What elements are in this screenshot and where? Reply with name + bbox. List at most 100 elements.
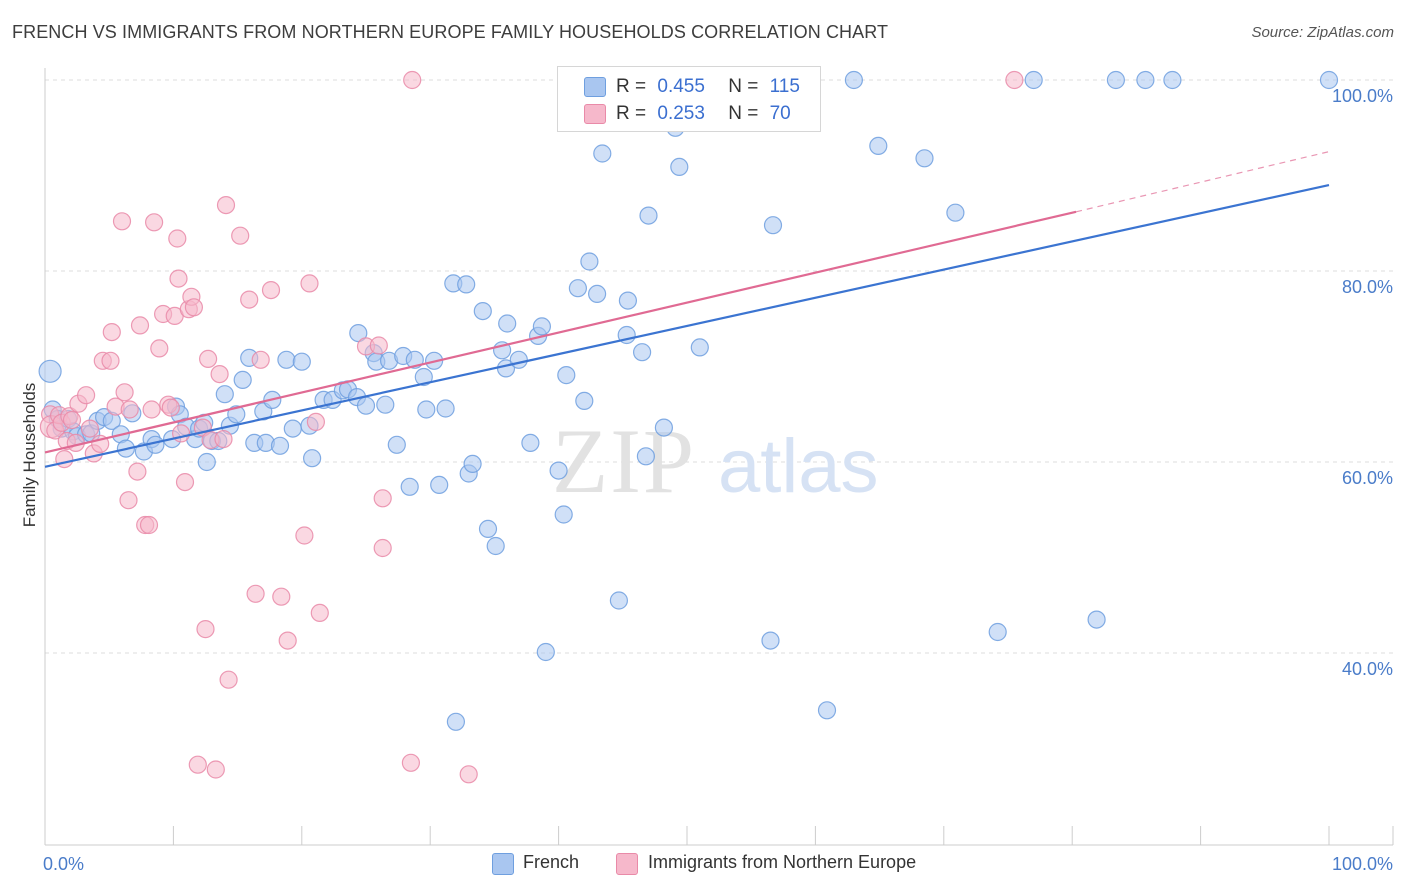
immig-point bbox=[251, 350, 270, 369]
chart-title: FRENCH VS IMMIGRANTS FROM NORTHERN EUROP… bbox=[12, 22, 889, 42]
immig-point bbox=[172, 424, 191, 443]
french-point bbox=[580, 252, 599, 271]
french-point bbox=[636, 447, 656, 466]
immig-point bbox=[295, 526, 314, 545]
immig-point bbox=[214, 430, 233, 449]
immig-point bbox=[184, 298, 203, 317]
watermark-atlas: atlas bbox=[718, 424, 879, 509]
immig-point bbox=[101, 351, 120, 370]
legend-row-french: R = 0.455 N = 115 bbox=[616, 76, 800, 98]
french-point bbox=[400, 477, 419, 496]
immig-point bbox=[369, 336, 388, 355]
immig-point bbox=[219, 670, 238, 689]
french-point bbox=[356, 396, 376, 415]
french-point bbox=[376, 395, 395, 414]
legend-r-label: R = bbox=[616, 76, 647, 97]
immig-point bbox=[150, 339, 169, 358]
immig-point bbox=[278, 631, 297, 650]
french-trend-line bbox=[44, 183, 1330, 468]
french-point bbox=[632, 343, 652, 362]
immig-point bbox=[120, 400, 139, 419]
immig-point bbox=[272, 587, 291, 606]
french-point bbox=[587, 284, 607, 303]
zipatlas-watermark: ZIP atlas bbox=[552, 410, 879, 512]
immig-point bbox=[80, 419, 100, 438]
french-point bbox=[521, 433, 540, 452]
french-point bbox=[283, 419, 302, 438]
y-tick-label: 40.0% bbox=[1342, 659, 1393, 679]
french-point bbox=[436, 399, 455, 418]
french-point bbox=[233, 370, 252, 389]
legend-r-value: 0.455 bbox=[657, 76, 705, 97]
immig-point bbox=[188, 755, 207, 774]
french-point bbox=[869, 136, 888, 155]
french-point bbox=[639, 206, 658, 225]
french-point bbox=[844, 70, 864, 90]
immig-point bbox=[145, 213, 164, 232]
immig-point bbox=[206, 760, 225, 779]
immig-point bbox=[55, 450, 74, 469]
axis-layer: 40.0% 60.0% 80.0% 100.0% 0.0% 100.0% bbox=[43, 68, 1394, 874]
french-point bbox=[215, 385, 234, 404]
bottom-legend-french: French bbox=[523, 852, 580, 872]
immig-point bbox=[130, 316, 150, 335]
chart-source: Source: ZipAtlas.com bbox=[1251, 24, 1394, 41]
legend-r-label: R = bbox=[616, 103, 647, 124]
french-point bbox=[446, 712, 465, 731]
immig-point bbox=[306, 412, 325, 431]
immig-point bbox=[1005, 70, 1024, 90]
bottom-legend-swatch-immig bbox=[616, 853, 638, 875]
immig-point bbox=[169, 269, 188, 288]
legend-n-label: N = bbox=[728, 76, 759, 97]
x-tick-label-max: 100.0% bbox=[1332, 854, 1393, 874]
french-point bbox=[568, 279, 588, 298]
immig-trend-line bbox=[44, 210, 1077, 454]
immig-point bbox=[112, 212, 132, 231]
french-point bbox=[1163, 70, 1182, 90]
french-point bbox=[38, 359, 62, 383]
immig-point bbox=[115, 383, 134, 402]
french-point bbox=[498, 314, 517, 333]
immig-trend-extension bbox=[1075, 151, 1330, 213]
immig-point bbox=[231, 226, 250, 245]
french-point bbox=[618, 291, 638, 310]
french-point bbox=[457, 275, 476, 294]
legend-n-value: 115 bbox=[769, 76, 800, 97]
trend-layer bbox=[44, 151, 1330, 468]
immig-point bbox=[373, 489, 392, 508]
legend-n-label: N = bbox=[728, 103, 759, 124]
immig-point bbox=[310, 603, 329, 623]
french-point bbox=[473, 302, 492, 321]
french-point bbox=[303, 449, 322, 468]
bottom-legend-swatch-french bbox=[492, 853, 514, 875]
y-tick-label: 60.0% bbox=[1342, 468, 1393, 488]
immig-point bbox=[240, 290, 259, 309]
immig-point bbox=[175, 473, 195, 492]
french-point bbox=[430, 475, 449, 494]
x-tick-label-min: 0.0% bbox=[43, 854, 84, 874]
french-point bbox=[690, 338, 709, 357]
legend-swatch-french bbox=[584, 77, 606, 97]
immig-point bbox=[403, 70, 422, 90]
french-point bbox=[1106, 70, 1126, 90]
y-tick-label: 80.0% bbox=[1342, 277, 1393, 297]
immig-point bbox=[196, 619, 215, 639]
immig-point bbox=[119, 491, 138, 510]
french-point bbox=[1087, 610, 1106, 629]
french-point bbox=[536, 642, 555, 662]
immig-point bbox=[168, 229, 187, 248]
immig-point bbox=[128, 462, 147, 481]
french-point bbox=[915, 149, 934, 168]
immig-point bbox=[459, 765, 478, 784]
legend-row-immig: R = 0.253 N = 70 bbox=[616, 103, 791, 125]
french-point bbox=[270, 436, 290, 455]
legend-r-value: 0.253 bbox=[657, 103, 705, 124]
french-point bbox=[463, 454, 482, 473]
french-point bbox=[227, 405, 246, 424]
french-point bbox=[557, 366, 576, 385]
immig-point bbox=[76, 386, 96, 405]
french-point bbox=[670, 157, 689, 176]
immig-point bbox=[139, 515, 159, 535]
immig-point bbox=[62, 410, 82, 430]
french-point bbox=[478, 519, 498, 539]
